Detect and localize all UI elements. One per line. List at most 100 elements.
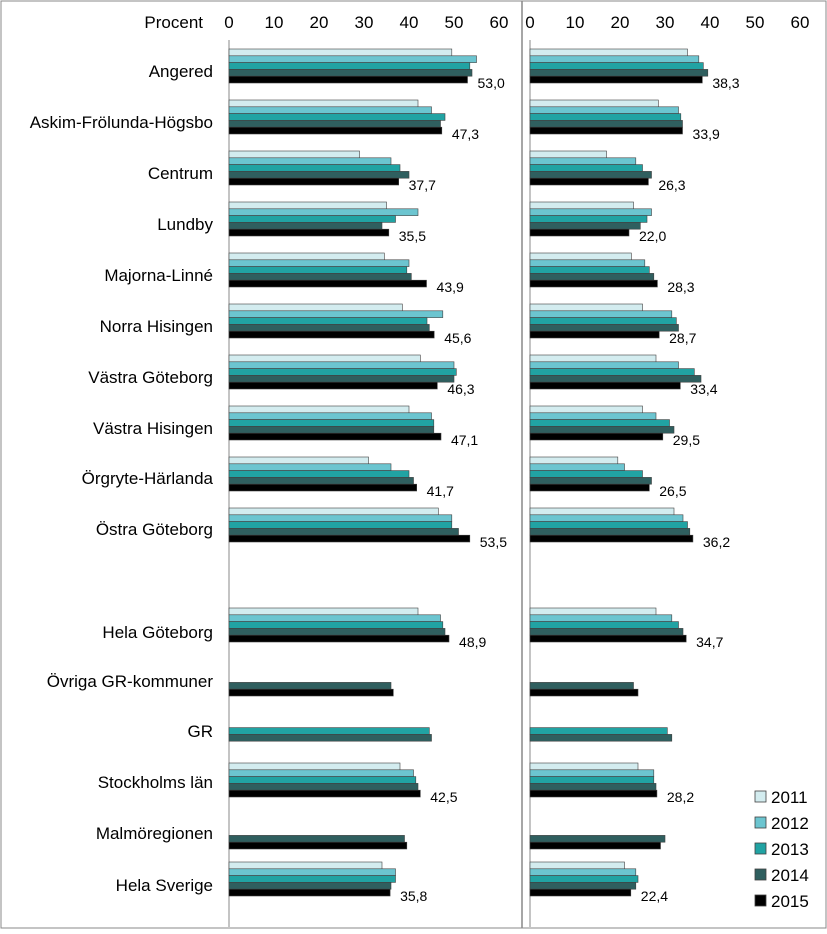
bar-panel2-group10-2014 [529, 528, 691, 536]
bar-panel1-group12-2011 [228, 607, 419, 616]
bar-panel1-group7-2011 [228, 354, 421, 363]
bar-panel1-group9-2012 [228, 463, 392, 471]
bar-panel1-group2-2012 [228, 106, 432, 114]
category-label-16: Hela Sverige [116, 876, 213, 895]
bar-panel2-group7-2015 [529, 381, 681, 390]
data-label-panel1-group7: 46,3 [447, 381, 474, 397]
category-label-14: Stockholms län [98, 773, 213, 792]
bar-panel1-group15-2011 [228, 762, 401, 771]
data-label-panel2-group1: 38,3 [712, 75, 739, 91]
data-label-panel2-group12: 34,7 [696, 634, 723, 650]
bar-panel1-group1-2011 [228, 48, 453, 57]
bar-panel2-group6-2015 [529, 330, 660, 339]
bar-panel2-group7-2013 [529, 368, 695, 376]
bar-panel1-group10-2013 [228, 521, 453, 529]
bar-panel2-group14-2013 [529, 727, 668, 735]
bar-panel1-group9-2011 [228, 456, 369, 465]
bar-panel2-group6-2014 [529, 324, 679, 332]
data-label-panel1-group9: 41,7 [427, 483, 454, 499]
data-label-panel2-group7: 33,4 [690, 381, 717, 397]
bar-panel1-group10-2012 [228, 514, 453, 522]
bar-panel1-group15-2012 [228, 769, 414, 777]
legend-swatch-2015 [754, 894, 767, 907]
bar-panel1-group6-2012 [228, 310, 444, 318]
bar-panel1-group13-2014 [228, 682, 392, 690]
category-label-10: Östra Göteborg [96, 520, 213, 539]
bar-panel1-group5-2012 [228, 259, 410, 267]
bar-panel2-group8-2011 [529, 405, 643, 414]
tick-label-panel1-0: 0 [224, 13, 233, 32]
bar-panel2-group10-2015 [529, 534, 694, 543]
data-label-panel1-group1: 53,0 [478, 75, 505, 91]
bar-panel1-group7-2015 [228, 381, 438, 390]
bar-panel2-group15-2012 [529, 769, 655, 777]
bar-panel2-group7-2011 [529, 354, 657, 363]
bar-panel2-group6-2012 [529, 310, 673, 318]
category-label-4: Lundby [157, 215, 213, 234]
bar-panel1-group6-2015 [228, 330, 435, 339]
bar-panel1-group7-2012 [228, 361, 455, 369]
bar-panel1-group3-2012 [228, 157, 392, 165]
bar-panel2-group10-2013 [529, 521, 688, 529]
bar-panel1-group3-2011 [228, 150, 360, 159]
legend-swatch-2014 [754, 868, 767, 881]
data-label-panel2-group10: 36,2 [703, 534, 730, 550]
bar-panel2-group6-2013 [529, 317, 677, 325]
tick-label-panel2-30: 30 [656, 13, 675, 32]
bar-panel1-group5-2015 [228, 279, 427, 288]
bar-panel1-group13-2015 [228, 688, 394, 697]
bar-panel2-group1-2011 [529, 48, 688, 57]
tick-label-panel1-50: 50 [445, 13, 464, 32]
bar-panel1-group12-2015 [228, 634, 450, 643]
bar-panel1-group3-2015 [228, 177, 399, 186]
bar-panel1-group6-2013 [228, 317, 428, 325]
tick-label-panel2-60: 60 [791, 13, 810, 32]
legend-label-2012: 2012 [771, 814, 809, 833]
bar-panel1-group3-2014 [228, 171, 410, 179]
bar-panel1-group17-2011 [228, 861, 383, 870]
bar-panel2-group10-2011 [529, 507, 675, 516]
bar-panel1-group16-2014 [228, 835, 405, 843]
bar-panel2-group14-2014 [529, 734, 673, 742]
bar-panel2-group1-2013 [529, 62, 704, 70]
bar-panel2-group2-2015 [529, 126, 683, 135]
tick-label-panel2-0: 0 [525, 13, 534, 32]
bar-panel1-group1-2014 [228, 69, 473, 77]
data-label-panel2-group17: 22,4 [641, 888, 668, 904]
bar-panel2-group17-2011 [529, 861, 625, 870]
bar-panel2-group17-2014 [529, 882, 637, 890]
bar-panel2-group9-2013 [529, 470, 643, 478]
bar-panel2-group7-2012 [529, 361, 679, 369]
tick-label-panel2-50: 50 [746, 13, 765, 32]
bar-panel2-group17-2015 [529, 888, 632, 897]
bar-panel1-group3-2013 [228, 164, 401, 172]
bar-panel2-group9-2015 [529, 483, 650, 492]
bar-panel1-group6-2011 [228, 303, 403, 312]
bar-panel1-group8-2013 [228, 419, 435, 427]
bar-panel2-group12-2014 [529, 628, 684, 636]
data-label-panel1-group3: 37,7 [409, 177, 436, 193]
bar-panel1-group9-2014 [228, 477, 414, 485]
bar-panel1-group4-2012 [228, 208, 419, 216]
data-label-panel1-group10: 53,5 [480, 534, 507, 550]
data-label-panel2-group2: 33,9 [693, 126, 720, 142]
bar-panel1-group12-2012 [228, 614, 441, 622]
data-label-panel2-group5: 28,3 [667, 279, 694, 295]
legend-label-2014: 2014 [771, 866, 809, 885]
legend-label-2011: 2011 [771, 788, 808, 807]
bar-panel2-group15-2014 [529, 783, 657, 791]
bar-panel2-group4-2011 [529, 201, 634, 210]
data-label-panel2-group15: 28,2 [667, 789, 694, 805]
bar-panel2-group16-2015 [529, 841, 661, 850]
bar-panel2-group4-2013 [529, 215, 648, 223]
bar-panel2-group5-2014 [529, 273, 655, 281]
bar-panel1-group16-2015 [228, 841, 408, 850]
bar-panel1-group5-2013 [228, 266, 408, 274]
bar-panel1-group4-2015 [228, 228, 390, 237]
bar-panel2-group8-2012 [529, 412, 657, 420]
data-label-panel1-group17: 35,8 [400, 888, 427, 904]
bar-panel2-group15-2011 [529, 762, 639, 771]
data-label-panel2-group3: 26,3 [658, 177, 685, 193]
